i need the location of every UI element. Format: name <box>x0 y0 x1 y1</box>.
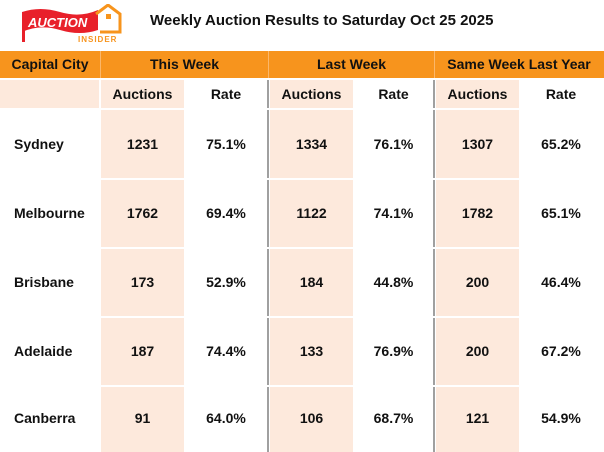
rate-cell: 76.9% <box>373 343 414 359</box>
header-capital-city: Capital City <box>11 56 89 72</box>
page-title: Weekly Auction Results to Saturday Oct 2… <box>150 12 494 29</box>
header-this-week: This Week <box>150 56 219 72</box>
header-same-week-last-year: Same Week Last Year <box>447 56 591 72</box>
subheader-auctions: Auctions <box>447 86 508 102</box>
city-name: Sydney <box>14 136 64 152</box>
last-year-auctions-column <box>436 80 519 452</box>
subheader-rate: Rate <box>378 86 409 102</box>
rate-cell: 75.1% <box>206 136 246 152</box>
rate-cell: 74.1% <box>373 205 414 221</box>
city-name: Brisbane <box>14 274 74 290</box>
city-name: Adelaide <box>14 343 73 359</box>
auctions-cell: 187 <box>130 343 155 359</box>
subheader-rate: Rate <box>210 86 242 102</box>
rate-cell: 65.1% <box>541 205 581 221</box>
auctions-cell: 1307 <box>461 136 494 152</box>
subheader-rate: Rate <box>545 86 577 102</box>
last-week-auctions-column <box>270 80 353 452</box>
header-last-week: Last Week <box>317 56 386 72</box>
auctions-cell: 133 <box>299 343 324 359</box>
auctions-cell: 91 <box>134 410 151 426</box>
subheader-auctions: Auctions <box>281 86 342 102</box>
rate-cell: 54.9% <box>541 410 581 426</box>
rate-cell: 68.7% <box>373 410 414 426</box>
auctions-cell: 184 <box>299 274 324 290</box>
city-subheader-fill <box>0 80 99 108</box>
auctions-cell: 1122 <box>296 205 327 221</box>
auctions-cell: 121 <box>465 410 490 426</box>
subheader-auctions: Auctions <box>112 86 173 102</box>
auctions-cell: 173 <box>130 274 155 290</box>
auctions-cell: 200 <box>465 274 490 290</box>
auctions-cell: 1762 <box>126 205 159 221</box>
rate-cell: 52.9% <box>206 274 246 290</box>
rate-cell: 46.4% <box>541 274 581 290</box>
auctions-cell: 1334 <box>295 136 328 152</box>
svg-text:AUCTION: AUCTION <box>27 15 88 30</box>
auctions-cell: 200 <box>465 343 490 359</box>
rate-cell: 76.1% <box>373 136 414 152</box>
this-week-auctions-column <box>101 80 184 452</box>
divider <box>267 80 269 452</box>
auctions-cell: 106 <box>299 410 324 426</box>
rate-cell: 74.4% <box>206 343 246 359</box>
rate-cell: 65.2% <box>541 136 581 152</box>
auctions-cell: 1231 <box>126 136 159 152</box>
city-name: Canberra <box>14 410 76 426</box>
city-name: Melbourne <box>14 205 85 221</box>
svg-text:INSIDER: INSIDER <box>78 35 117 44</box>
rate-cell: 64.0% <box>206 410 246 426</box>
rate-cell: 44.8% <box>373 274 414 290</box>
rate-cell: 69.4% <box>206 205 246 221</box>
auctions-cell: 1782 <box>461 205 494 221</box>
divider <box>433 80 435 452</box>
auction-insider-logo: AUCTION INSIDER <box>22 4 122 44</box>
rate-cell: 67.2% <box>541 343 581 359</box>
